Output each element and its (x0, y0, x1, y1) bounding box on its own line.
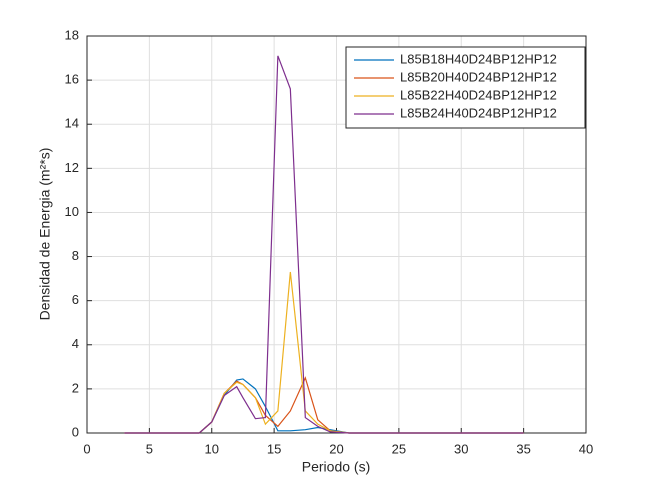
x-tick-label: 25 (392, 441, 406, 456)
y-tick-label: 12 (65, 160, 79, 175)
y-tick-label: 0 (72, 424, 79, 439)
y-tick-label: 18 (65, 27, 79, 42)
series-line (124, 55, 524, 434)
x-tick-label: 15 (267, 441, 281, 456)
x-tick-label: 10 (205, 441, 219, 456)
y-tick-label: 10 (65, 204, 79, 219)
y-tick-label: 2 (72, 380, 79, 395)
x-tick-label: 30 (454, 441, 468, 456)
y-axis-label: Densidad de Energia (m²*s) (37, 148, 53, 321)
x-axis-label: Periodo (s) (302, 459, 370, 475)
x-tick-label: 35 (516, 441, 530, 456)
y-tick-label: 14 (65, 116, 79, 131)
legend-label: L85B18H40D24BP12HP12 (400, 51, 557, 66)
legend-label: L85B20H40D24BP12HP12 (400, 69, 557, 84)
y-tick-label: 8 (72, 248, 79, 263)
legend-label: L85B22H40D24BP12HP12 (400, 87, 557, 102)
y-tick-label: 4 (72, 336, 79, 351)
y-tick-label: 16 (65, 72, 79, 87)
x-tick-label: 20 (329, 441, 343, 456)
x-tick-label: 5 (146, 441, 153, 456)
y-tick-label: 6 (72, 292, 79, 307)
axes-box (86, 35, 587, 434)
x-tick-label: 40 (579, 441, 593, 456)
legend-label: L85B24H40D24BP12HP12 (400, 105, 557, 120)
x-tick-label: 0 (83, 441, 90, 456)
